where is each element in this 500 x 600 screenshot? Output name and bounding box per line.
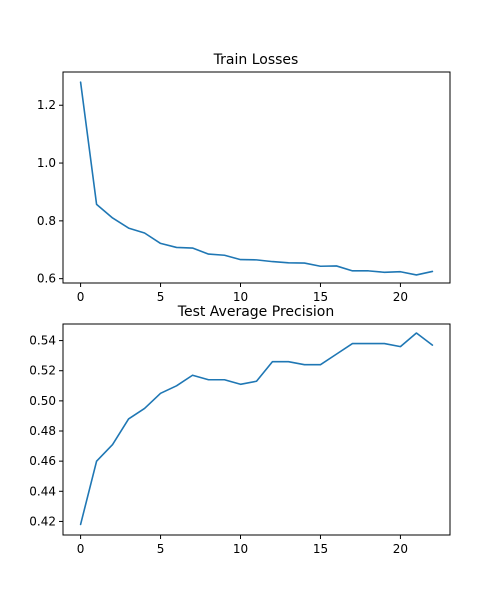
y-tick-label: 0.52 xyxy=(29,364,56,378)
x-tick-label: 5 xyxy=(157,542,165,556)
plot-frame xyxy=(62,71,451,284)
x-tick-label: 5 xyxy=(157,290,165,304)
y-tick-label: 0.54 xyxy=(29,334,56,348)
x-tick-label: 10 xyxy=(233,542,248,556)
x-tick-label: 0 xyxy=(77,542,85,556)
train-losses-chart: Train Losses 0 5 10 15 20 0.6 0.8 1.0 1.2 xyxy=(37,52,451,304)
y-tick-label: 0.50 xyxy=(29,394,56,408)
y-tick-label: 0.42 xyxy=(29,514,56,528)
chart-title: Train Losses xyxy=(213,52,299,68)
series-line-0 xyxy=(79,81,434,276)
y-tick-label: 0.44 xyxy=(29,484,56,498)
y-tick-label: 1.0 xyxy=(37,156,56,170)
x-tick-label: 15 xyxy=(313,290,328,304)
y-tick-label: 0.6 xyxy=(37,272,56,286)
x-tick-label: 20 xyxy=(393,542,408,556)
y-tick-label: 0.46 xyxy=(29,454,56,468)
test-average-precision-chart: Test Average Precision 0 5 10 15 20 0.42 0.44 0… xyxy=(29,304,451,556)
y-tick-label: 0.8 xyxy=(37,214,56,228)
x-tick-label: 0 xyxy=(77,290,85,304)
x-tick-label: 15 xyxy=(313,542,328,556)
y-tick-label: 1.2 xyxy=(37,98,56,112)
plot-frame xyxy=(62,323,451,536)
series-line-0 xyxy=(79,332,434,526)
x-tick-label: 10 xyxy=(233,290,248,304)
x-tick-label: 20 xyxy=(393,290,408,304)
chart-title: Test Average Precision xyxy=(177,304,334,320)
y-tick-label: 0.48 xyxy=(29,424,56,438)
